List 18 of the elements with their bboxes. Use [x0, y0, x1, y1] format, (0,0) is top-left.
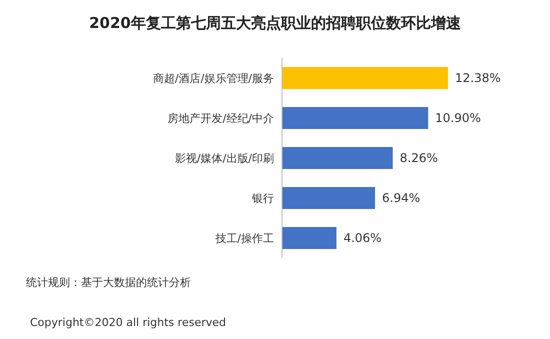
y-tick-label: 影视/媒体/出版/印刷	[174, 152, 274, 165]
data-label: 4.06%	[343, 231, 382, 245]
y-tick-label: 技工/操作工	[214, 232, 274, 245]
y-tick-label: 商超/酒店/娱乐管理/服务	[152, 72, 274, 85]
bar	[282, 147, 393, 169]
data-label: 10.90%	[435, 111, 481, 125]
data-label: 8.26%	[400, 151, 438, 165]
data-label: 6.94%	[382, 191, 420, 205]
bar	[282, 67, 448, 89]
bar	[282, 107, 428, 129]
text: 统计规则：基于大数据的统计分析	[26, 276, 191, 289]
bar	[282, 227, 336, 249]
data-label: 12.38%	[455, 71, 501, 85]
chart-title: 2020年复工第七周五大亮点职业的招聘职位数环比增速	[89, 14, 462, 32]
bar	[282, 187, 376, 209]
y-tick-label: 银行	[251, 192, 274, 205]
y-tick-label: 房地产开发/经纪/中介	[168, 112, 274, 125]
text: Copyright©2020 all rights reserved	[30, 316, 226, 329]
